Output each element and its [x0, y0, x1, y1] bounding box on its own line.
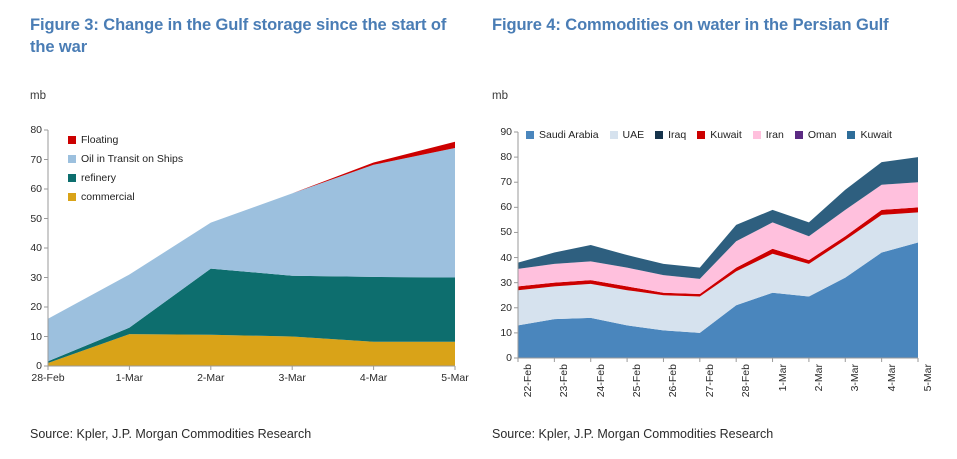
- legend-swatch-icon: [752, 131, 761, 139]
- legend-swatch-icon: [609, 131, 618, 139]
- area-series-commercial: [48, 334, 455, 366]
- area-series-saudi-arabia: [518, 242, 918, 358]
- y-tick-label: 10: [30, 330, 42, 343]
- legend-label: Iraq: [668, 129, 687, 141]
- x-tick-label: 2-Mar: [812, 364, 825, 392]
- figure-4-title: Figure 4: Commodities on water in the Pe…: [492, 16, 889, 34]
- figure-4-panel: Figure 4: Commodities on water in the Pe…: [478, 0, 956, 459]
- x-tick-label: 27-Feb: [703, 364, 716, 398]
- y-tick-label: 0: [36, 360, 42, 372]
- legend-item[interactable]: Saudi Arabia: [526, 129, 599, 141]
- legend-swatch-icon: [847, 131, 856, 139]
- legend-swatch-icon: [68, 174, 76, 182]
- x-tick-label: 23-Feb: [558, 364, 571, 398]
- legend-swatch-icon: [794, 131, 803, 139]
- y-tick-label: 40: [500, 251, 512, 264]
- legend-item[interactable]: refinery: [68, 172, 183, 184]
- legend-label: commercial: [81, 191, 135, 203]
- y-tick-label: 70: [500, 176, 512, 189]
- area-series-refinery: [48, 268, 455, 364]
- y-tick-label: 0: [506, 352, 512, 364]
- figure-4-plot: [478, 0, 956, 400]
- legend-label: refinery: [81, 172, 117, 184]
- x-tick-label: 24-Feb: [594, 364, 607, 398]
- legend-label: Iran: [765, 129, 784, 141]
- legend-swatch-icon: [68, 136, 76, 144]
- figure-3-plot: [0, 0, 478, 400]
- y-tick-label: 90: [500, 126, 512, 138]
- legend-item[interactable]: Iraq: [655, 129, 686, 141]
- area-series-iran: [518, 182, 918, 294]
- legend-swatch-icon: [697, 131, 706, 139]
- y-tick-label: 70: [30, 153, 42, 166]
- y-tick-label: 10: [500, 326, 512, 339]
- legend-item[interactable]: Kuwait: [697, 129, 742, 141]
- y-tick-label: 50: [500, 226, 512, 239]
- legend-item[interactable]: Floating: [68, 134, 183, 146]
- figure-4-unit-label: mb: [492, 90, 508, 102]
- x-tick-label: 1-Mar: [115, 372, 144, 384]
- legend-label: Oil in Transit on Ships: [81, 153, 184, 165]
- legend-swatch-icon: [68, 193, 76, 201]
- legend-swatch-icon: [68, 155, 76, 163]
- x-tick-label: 25-Feb: [631, 364, 644, 398]
- legend-label: Kuwait: [710, 129, 742, 141]
- legend-item[interactable]: commercial: [68, 191, 183, 203]
- x-tick-label: 22-Feb: [522, 364, 534, 398]
- x-tick-label: 26-Feb: [667, 364, 680, 398]
- area-series-oil-in-transit-on-ships: [48, 147, 455, 362]
- x-tick-label: 4-Mar: [885, 364, 898, 392]
- legend-item[interactable]: Kuwait: [847, 129, 892, 141]
- y-tick-label: 80: [500, 151, 512, 164]
- y-tick-label: 20: [30, 301, 42, 313]
- x-tick-label: 28-Feb: [31, 372, 65, 384]
- x-tick-label: 28-Feb: [740, 364, 753, 398]
- figure-4-svg: [514, 131, 919, 362]
- y-tick-label: 20: [500, 301, 512, 314]
- area-series-kuwait: [518, 207, 918, 297]
- y-tick-label: 30: [30, 271, 42, 284]
- figure-3-svg: [44, 129, 456, 370]
- figure-3-source: Source: Kpler, J.P. Morgan Commodities R…: [30, 427, 312, 441]
- x-tick-label: 2-Mar: [197, 372, 225, 384]
- legend-item[interactable]: Iran: [752, 129, 784, 141]
- figure-4-legend: Saudi Arabia UAE Iraq Kuwait Iran Oman Kuwait: [526, 129, 892, 141]
- x-tick-label: 3-Mar: [849, 364, 862, 392]
- y-tick-label: 60: [500, 201, 512, 214]
- x-tick-label: 4-Mar: [359, 372, 388, 384]
- figure-3-unit-label: mb: [30, 90, 46, 102]
- legend-label: Kuwait: [860, 129, 892, 141]
- legend-swatch-icon: [655, 131, 664, 139]
- legend-label: UAE: [622, 129, 645, 141]
- figure-3-panel: Figure 3: Change in the Gulf storage sin…: [0, 0, 478, 459]
- x-tick-label: 1-Mar: [776, 364, 789, 392]
- figure-3-legend: Floating Oil in Transit on Ships refinery c…: [68, 134, 183, 203]
- legend-item[interactable]: Oman: [794, 129, 837, 141]
- x-tick-label: 5-Mar: [922, 364, 934, 392]
- figure-3-title: Figure 3: Change in the Gulf storage sin…: [30, 16, 447, 57]
- y-tick-label: 40: [30, 242, 42, 254]
- y-tick-label: 60: [30, 183, 42, 195]
- legend-item[interactable]: UAE: [609, 129, 645, 141]
- x-tick-label: 5-Mar: [441, 372, 469, 384]
- legend-label: Oman: [807, 129, 837, 141]
- y-tick-label: 80: [30, 124, 42, 136]
- legend-label: Floating: [81, 134, 119, 146]
- figure-4-source: Source: Kpler, J.P. Morgan Commodities R…: [492, 427, 774, 441]
- legend-swatch-icon: [526, 131, 534, 139]
- legend-label: Saudi Arabia: [539, 129, 599, 141]
- x-tick-label: 3-Mar: [278, 372, 306, 384]
- area-series-oman: [518, 157, 918, 279]
- y-tick-label: 50: [30, 212, 42, 225]
- legend-item[interactable]: Oil in Transit on Ships: [68, 153, 183, 165]
- y-tick-label: 30: [500, 276, 512, 289]
- area-series-uae: [518, 212, 918, 333]
